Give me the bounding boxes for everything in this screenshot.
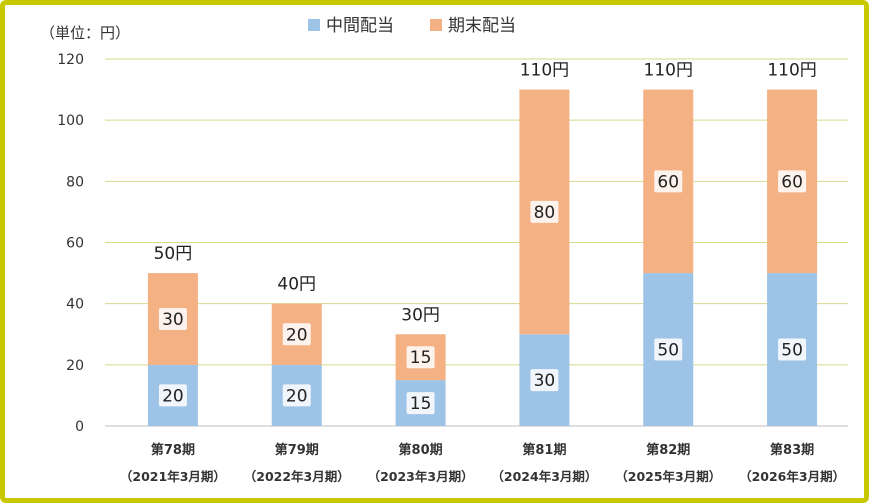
x-tick-sublabel: （2025年3月期） bbox=[615, 469, 721, 484]
x-tick-sublabel: （2021年3月期） bbox=[120, 469, 226, 484]
data-label: 80 bbox=[534, 203, 556, 223]
data-label-bg bbox=[778, 338, 807, 361]
y-tick-label: 120 bbox=[57, 52, 84, 68]
data-label-bg bbox=[778, 170, 807, 193]
data-label-bg bbox=[282, 323, 311, 346]
data-label: 20 bbox=[286, 386, 308, 406]
data-label-bg bbox=[158, 384, 187, 407]
x-tick-label: 第82期 bbox=[646, 442, 690, 458]
data-label-bg bbox=[530, 200, 559, 223]
y-tick-label: 100 bbox=[57, 113, 84, 129]
x-tick-sublabel: （2022年3月期） bbox=[244, 469, 350, 484]
x-tick-label: 第80期 bbox=[399, 442, 443, 458]
x-tick-label: 第83期 bbox=[770, 442, 814, 458]
total-label: 110円 bbox=[520, 61, 569, 81]
y-tick-label: 40 bbox=[66, 297, 84, 313]
x-tick-label: 第81期 bbox=[522, 442, 566, 458]
total-label: 30円 bbox=[401, 305, 440, 325]
data-label-bg bbox=[654, 338, 683, 361]
data-label-bg bbox=[282, 384, 311, 407]
legend-label: 中間配当 bbox=[326, 16, 394, 36]
data-label: 20 bbox=[286, 325, 308, 345]
x-tick-label: 第79期 bbox=[275, 442, 319, 458]
data-label-bg bbox=[158, 307, 187, 330]
total-label: 110円 bbox=[644, 61, 693, 81]
total-label: 40円 bbox=[277, 275, 316, 295]
x-tick-label: 第78期 bbox=[151, 442, 195, 458]
data-label: 50 bbox=[781, 341, 803, 361]
x-tick-sublabel: （2024年3月期） bbox=[491, 469, 597, 484]
data-label: 30 bbox=[162, 310, 184, 330]
y-tick-label: 60 bbox=[66, 236, 84, 252]
y-tick-label: 20 bbox=[66, 358, 84, 374]
x-tick-sublabel: （2026年3月期） bbox=[739, 469, 845, 484]
data-label: 15 bbox=[410, 394, 432, 414]
data-label: 60 bbox=[781, 172, 803, 192]
data-label: 60 bbox=[657, 172, 679, 192]
y-tick-label: 0 bbox=[75, 419, 84, 435]
data-label: 50 bbox=[657, 341, 679, 361]
data-label: 15 bbox=[410, 348, 432, 368]
data-label-bg bbox=[406, 392, 435, 415]
total-label: 110円 bbox=[767, 61, 816, 81]
data-label: 30 bbox=[534, 371, 556, 391]
data-label-bg bbox=[654, 170, 683, 193]
legend-swatch bbox=[308, 19, 320, 31]
legend-swatch bbox=[430, 19, 442, 31]
legend-label: 期末配当 bbox=[448, 16, 516, 36]
y-tick-label: 80 bbox=[66, 174, 84, 190]
data-label: 20 bbox=[162, 386, 184, 406]
data-label-bg bbox=[406, 346, 435, 369]
data-label-bg bbox=[530, 369, 559, 392]
unit-label: （単位：円） bbox=[40, 24, 130, 42]
total-label: 50円 bbox=[154, 244, 193, 264]
x-tick-sublabel: （2023年3月期） bbox=[368, 469, 474, 484]
